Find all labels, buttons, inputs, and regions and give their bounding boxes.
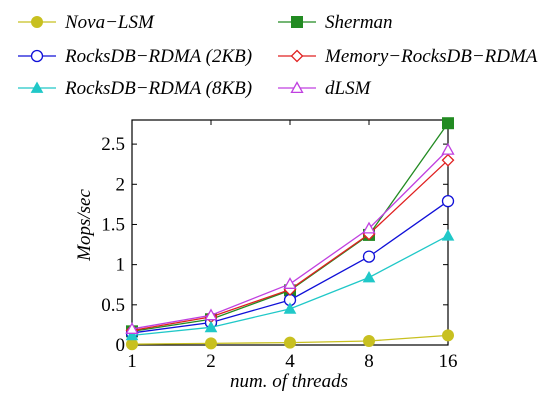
legend-marker <box>291 16 303 28</box>
legend-entry: Memory−RocksDB−RDMA <box>278 46 538 67</box>
series-2 <box>125 195 455 340</box>
series-layer <box>125 117 455 351</box>
data-point <box>362 221 376 234</box>
legend-label: Nova−LSM <box>64 12 155 33</box>
y-tick-label: 2.5 <box>101 134 125 155</box>
data-point <box>204 320 218 333</box>
legend-marker <box>30 49 44 63</box>
legend-marker <box>290 81 304 94</box>
data-point <box>283 277 297 289</box>
x-axis-title: num. of threads <box>230 371 348 392</box>
y-axis-title: Mops/sec <box>74 189 95 262</box>
legend-marker <box>290 49 304 63</box>
x-tick-label: 1 <box>127 351 137 372</box>
legend-entry: Sherman <box>278 12 393 33</box>
data-point <box>441 229 455 241</box>
legend-label: dLSM <box>325 78 372 99</box>
data-point <box>126 338 138 351</box>
legend-entry: Nova−LSM <box>18 12 155 33</box>
legend-entry: RocksDB−RDMA (8KB) <box>18 78 252 99</box>
data-point <box>204 308 218 321</box>
series-5 <box>125 142 455 334</box>
data-point <box>441 153 455 167</box>
legend-label: Memory−RocksDB−RDMA <box>324 46 538 67</box>
data-point <box>125 328 139 341</box>
y-tick-label: 1.5 <box>101 214 125 235</box>
series-0 <box>126 329 454 351</box>
x-tick-label: 2 <box>206 351 216 372</box>
data-point <box>125 322 139 334</box>
axes: 1 2 4 8 16 0 0.5 1 1.5 2 2.5 <box>101 119 458 372</box>
x-tick-label: 8 <box>364 351 374 372</box>
legend-marker <box>30 81 44 93</box>
data-point <box>362 270 376 283</box>
y-tick-label: 0.5 <box>101 295 125 316</box>
legend-label: Sherman <box>325 12 393 33</box>
series-4 <box>125 229 455 341</box>
legend: Nova−LSM Sherman RocksDB−RDMA (2KB) Memory−… <box>18 12 538 99</box>
x-tick-label: 4 <box>285 351 295 372</box>
data-point <box>441 142 455 155</box>
axis-titles: num. of threads Mops/sec <box>74 189 348 392</box>
data-point <box>441 195 455 208</box>
x-tick-label: 16 <box>439 351 458 372</box>
data-point <box>442 117 454 130</box>
y-tick-label: 2 <box>116 174 126 195</box>
legend-entry: dLSM <box>278 78 372 99</box>
data-point <box>205 337 217 350</box>
data-point <box>363 334 375 347</box>
data-point <box>362 250 376 263</box>
data-point <box>442 329 454 342</box>
y-tick-label: 1 <box>116 255 126 276</box>
data-point <box>284 336 296 349</box>
y-tick-label: 0 <box>116 335 126 356</box>
legend-label: RocksDB−RDMA (8KB) <box>64 78 252 99</box>
legend-label: RocksDB−RDMA (2KB) <box>64 46 252 67</box>
legend-marker <box>31 16 43 28</box>
data-point <box>283 302 297 314</box>
legend-entry: RocksDB−RDMA (2KB) <box>18 46 252 67</box>
